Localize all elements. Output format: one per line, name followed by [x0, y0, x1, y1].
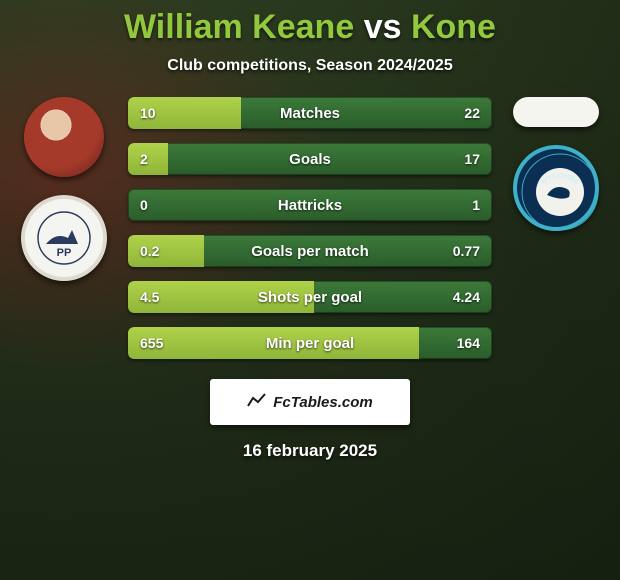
right-column: WYCOMBE: [500, 97, 612, 231]
stat-bar: 655164Min per goal: [128, 327, 492, 359]
stat-label: Min per goal: [128, 327, 492, 359]
player1-avatar: [24, 97, 104, 177]
stat-bar: 217Goals: [128, 143, 492, 175]
stat-bar: 01Hattricks: [128, 189, 492, 221]
player1-name: William Keane: [124, 8, 354, 46]
player2-club-badge: WYCOMBE: [513, 145, 599, 231]
stat-label: Goals per match: [128, 235, 492, 267]
svg-text:PP: PP: [57, 247, 72, 259]
main-row: PP 1022Matches 217Goals 01Hattricks 0.20.77…: [0, 97, 620, 359]
player2-avatar: [513, 97, 599, 127]
subtitle: Club competitions, Season 2024/2025: [0, 57, 620, 75]
stat-label: Goals: [128, 143, 492, 175]
stat-bar: 4.54.24Shots per goal: [128, 281, 492, 313]
player2-name: Kone: [411, 8, 496, 46]
date-label: 16 february 2025: [0, 441, 620, 461]
stat-label: Shots per goal: [128, 281, 492, 313]
stat-label: Hattricks: [128, 189, 492, 221]
stat-bar: 1022Matches: [128, 97, 492, 129]
brand-icon: [247, 392, 267, 412]
page-title: William Keane vs Kone: [0, 0, 620, 47]
stat-bar: 0.20.77Goals per match: [128, 235, 492, 267]
stats-column: 1022Matches 217Goals 01Hattricks 0.20.77Goa…: [120, 97, 500, 359]
player1-club-badge: PP: [21, 195, 107, 281]
vs-label: vs: [364, 8, 402, 46]
brand-badge: FcTables.com: [210, 379, 410, 425]
left-column: PP: [8, 97, 120, 281]
brand-text: FcTables.com: [273, 394, 372, 411]
stat-label: Matches: [128, 97, 492, 129]
